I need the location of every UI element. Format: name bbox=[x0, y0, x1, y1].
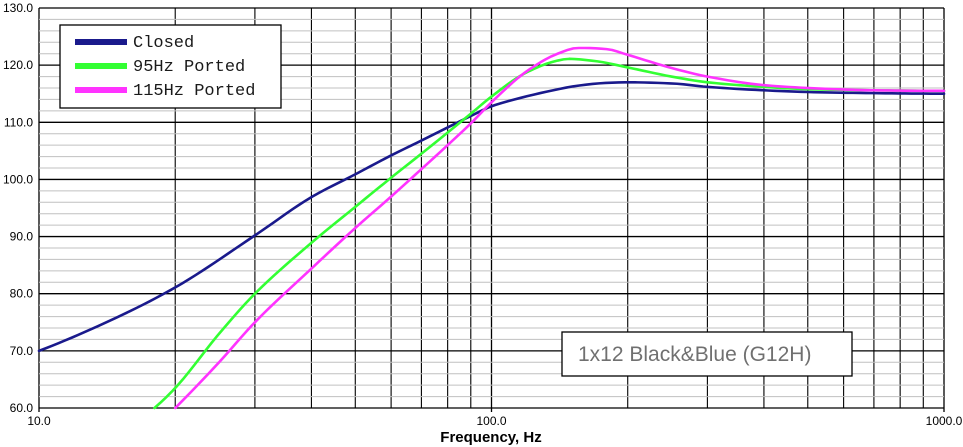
svg-text:120.0: 120.0 bbox=[3, 58, 33, 72]
svg-text:90.0: 90.0 bbox=[10, 230, 34, 244]
svg-text:10.0: 10.0 bbox=[27, 414, 51, 428]
svg-text:70.0: 70.0 bbox=[10, 344, 34, 358]
svg-text:130.0: 130.0 bbox=[3, 1, 33, 15]
svg-text:100.0: 100.0 bbox=[3, 172, 33, 186]
svg-text:110.0: 110.0 bbox=[4, 115, 33, 129]
svg-text:Closed: Closed bbox=[133, 34, 194, 53]
svg-text:1000.0: 1000.0 bbox=[926, 414, 963, 428]
svg-text:60.0: 60.0 bbox=[10, 401, 34, 415]
svg-text:115Hz Ported: 115Hz Ported bbox=[133, 82, 255, 101]
svg-text:80.0: 80.0 bbox=[10, 287, 34, 301]
svg-text:1x12 Black&Blue (G12H): 1x12 Black&Blue (G12H) bbox=[578, 343, 811, 366]
svg-text:Frequency, Hz: Frequency, Hz bbox=[440, 429, 541, 446]
svg-text:95Hz Ported: 95Hz Ported bbox=[133, 58, 245, 77]
svg-text:100.0: 100.0 bbox=[476, 414, 506, 428]
